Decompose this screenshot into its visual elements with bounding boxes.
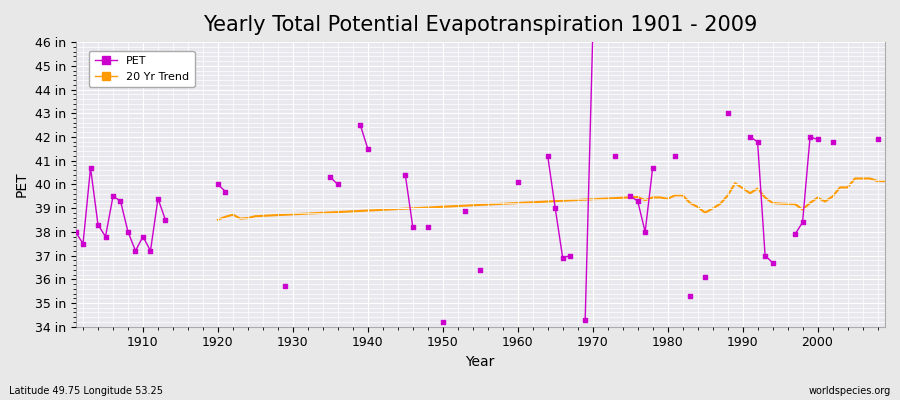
X-axis label: Year: Year	[465, 355, 495, 369]
Point	[825, 138, 840, 145]
Point	[98, 233, 112, 240]
Point	[623, 193, 637, 200]
Point	[361, 146, 375, 152]
Point	[151, 196, 166, 202]
Point	[563, 252, 578, 259]
Point	[870, 136, 885, 142]
Point	[143, 248, 157, 254]
Point	[420, 224, 435, 230]
Point	[638, 229, 652, 235]
Point	[106, 193, 121, 200]
Text: worldspecies.org: worldspecies.org	[809, 386, 891, 396]
Point	[541, 153, 555, 159]
Point	[578, 316, 592, 323]
Point	[211, 181, 225, 188]
Point	[473, 266, 488, 273]
Point	[458, 207, 473, 214]
Point	[406, 224, 420, 230]
Point	[68, 229, 83, 235]
Point	[555, 255, 570, 261]
Point	[398, 172, 412, 178]
Point	[129, 248, 143, 254]
Legend: PET, 20 Yr Trend: PET, 20 Yr Trend	[89, 50, 194, 87]
Point	[136, 233, 150, 240]
Point	[751, 138, 765, 145]
Point	[608, 153, 623, 159]
Point	[796, 219, 810, 226]
Point	[91, 222, 105, 228]
Point	[742, 134, 757, 140]
Point	[353, 122, 367, 128]
Point	[510, 179, 525, 185]
Text: Latitude 49.75 Longitude 53.25: Latitude 49.75 Longitude 53.25	[9, 386, 163, 396]
Point	[121, 229, 135, 235]
Point	[278, 283, 293, 290]
Title: Yearly Total Potential Evapotranspiration 1901 - 2009: Yearly Total Potential Evapotranspiratio…	[203, 15, 758, 35]
Point	[586, 34, 600, 40]
Point	[810, 136, 824, 142]
Point	[683, 293, 698, 299]
Point	[698, 274, 712, 280]
Point	[803, 134, 817, 140]
Point	[548, 205, 562, 211]
Point	[668, 153, 682, 159]
Point	[218, 188, 232, 195]
Point	[323, 174, 338, 180]
Point	[113, 198, 128, 204]
Point	[76, 240, 90, 247]
Point	[330, 181, 345, 188]
Point	[436, 319, 450, 325]
Point	[765, 260, 779, 266]
Point	[84, 165, 98, 171]
Point	[158, 217, 173, 223]
Point	[645, 165, 660, 171]
Point	[631, 198, 645, 204]
Y-axis label: PET: PET	[15, 172, 29, 197]
Point	[758, 252, 772, 259]
Point	[788, 231, 802, 238]
Point	[720, 110, 734, 116]
